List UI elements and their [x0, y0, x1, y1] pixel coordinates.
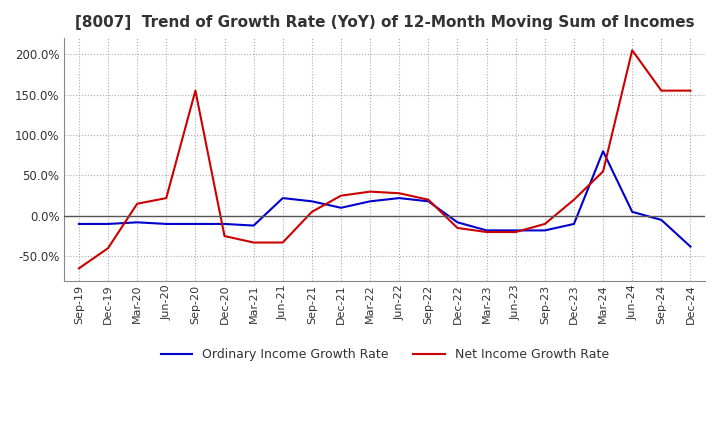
Ordinary Income Growth Rate [366, 199, 374, 204]
Net Income Growth Rate [307, 209, 316, 214]
Net Income Growth Rate [395, 191, 404, 196]
Ordinary Income Growth Rate [453, 220, 462, 225]
Net Income Growth Rate [628, 48, 636, 53]
Ordinary Income Growth Rate [511, 228, 520, 233]
Ordinary Income Growth Rate [279, 195, 287, 201]
Net Income Growth Rate [424, 197, 433, 202]
Ordinary Income Growth Rate [657, 217, 666, 223]
Net Income Growth Rate [104, 246, 112, 251]
Net Income Growth Rate [541, 221, 549, 227]
Ordinary Income Growth Rate [628, 209, 636, 214]
Ordinary Income Growth Rate [220, 221, 229, 227]
Net Income Growth Rate [511, 229, 520, 235]
Net Income Growth Rate [366, 189, 374, 194]
Ordinary Income Growth Rate [482, 228, 491, 233]
Net Income Growth Rate [75, 266, 84, 271]
Ordinary Income Growth Rate [541, 228, 549, 233]
Ordinary Income Growth Rate [307, 199, 316, 204]
Net Income Growth Rate [337, 193, 346, 198]
Ordinary Income Growth Rate [424, 199, 433, 204]
Ordinary Income Growth Rate [249, 223, 258, 228]
Net Income Growth Rate [133, 201, 142, 206]
Net Income Growth Rate [220, 234, 229, 239]
Net Income Growth Rate [162, 195, 171, 201]
Ordinary Income Growth Rate [133, 220, 142, 225]
Net Income Growth Rate [570, 197, 578, 202]
Line: Net Income Growth Rate: Net Income Growth Rate [79, 50, 690, 268]
Net Income Growth Rate [657, 88, 666, 93]
Ordinary Income Growth Rate [162, 221, 171, 227]
Legend: Ordinary Income Growth Rate, Net Income Growth Rate: Ordinary Income Growth Rate, Net Income … [156, 343, 613, 367]
Net Income Growth Rate [599, 169, 608, 174]
Ordinary Income Growth Rate [191, 221, 199, 227]
Ordinary Income Growth Rate [104, 221, 112, 227]
Net Income Growth Rate [279, 240, 287, 245]
Net Income Growth Rate [686, 88, 695, 93]
Ordinary Income Growth Rate [686, 244, 695, 249]
Title: [8007]  Trend of Growth Rate (YoY) of 12-Month Moving Sum of Incomes: [8007] Trend of Growth Rate (YoY) of 12-… [75, 15, 695, 30]
Line: Ordinary Income Growth Rate: Ordinary Income Growth Rate [79, 151, 690, 246]
Net Income Growth Rate [453, 225, 462, 231]
Net Income Growth Rate [191, 88, 199, 93]
Ordinary Income Growth Rate [337, 205, 346, 210]
Net Income Growth Rate [249, 240, 258, 245]
Net Income Growth Rate [482, 229, 491, 235]
Ordinary Income Growth Rate [599, 149, 608, 154]
Ordinary Income Growth Rate [75, 221, 84, 227]
Ordinary Income Growth Rate [570, 221, 578, 227]
Ordinary Income Growth Rate [395, 195, 404, 201]
